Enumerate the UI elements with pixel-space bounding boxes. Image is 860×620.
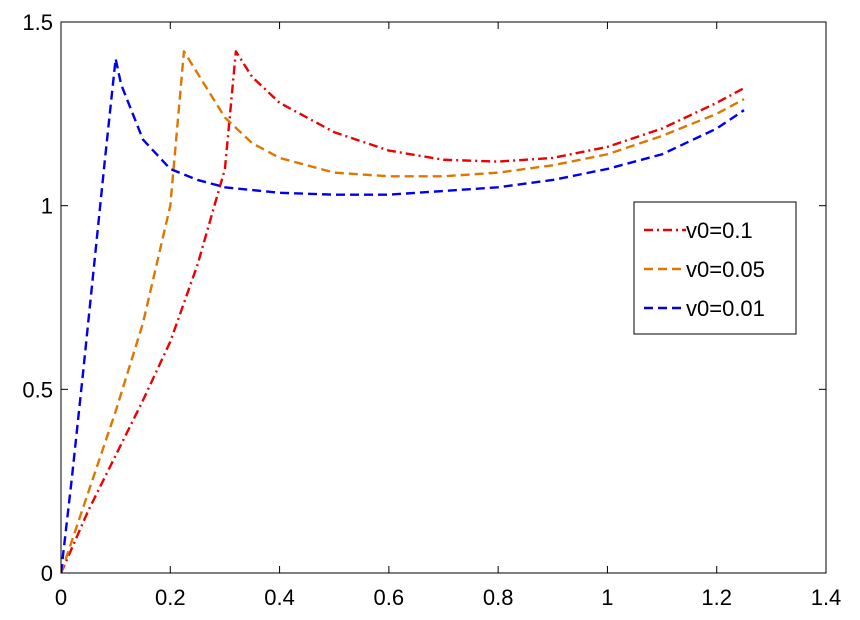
x-tick-label: 0 — [55, 585, 67, 610]
y-tick-label: 0.5 — [22, 377, 53, 402]
legend-label-2: v0=0.01 — [686, 296, 765, 321]
x-tick-label: 1.2 — [701, 585, 732, 610]
legend: v0=0.1 v0=0.05 v0=0.01 — [633, 201, 797, 335]
x-tick-label: 0.2 — [155, 585, 186, 610]
y-axis: 0 0.5 1 1.5 — [22, 10, 826, 586]
x-tick-label: 1 — [601, 585, 613, 610]
x-axis: 0 0.2 0.4 0.6 0.8 1 1.2 1.4 — [55, 22, 841, 610]
y-tick-label: 1 — [41, 194, 53, 219]
y-tick-label: 1.5 — [22, 10, 53, 35]
legend-label-1: v0=0.05 — [686, 257, 765, 282]
x-tick-label: 1.4 — [811, 585, 842, 610]
legend-label-0: v0=0.1 — [686, 218, 753, 243]
x-tick-label: 0.6 — [374, 585, 405, 610]
x-tick-label: 0.8 — [483, 585, 514, 610]
y-tick-label: 0 — [41, 561, 53, 586]
series-line-0 — [61, 50, 745, 573]
series-line-1 — [61, 50, 745, 573]
x-tick-label: 0.4 — [264, 585, 295, 610]
axes-box — [60, 21, 827, 574]
series-layer — [61, 50, 745, 573]
series-line-2 — [61, 57, 745, 573]
